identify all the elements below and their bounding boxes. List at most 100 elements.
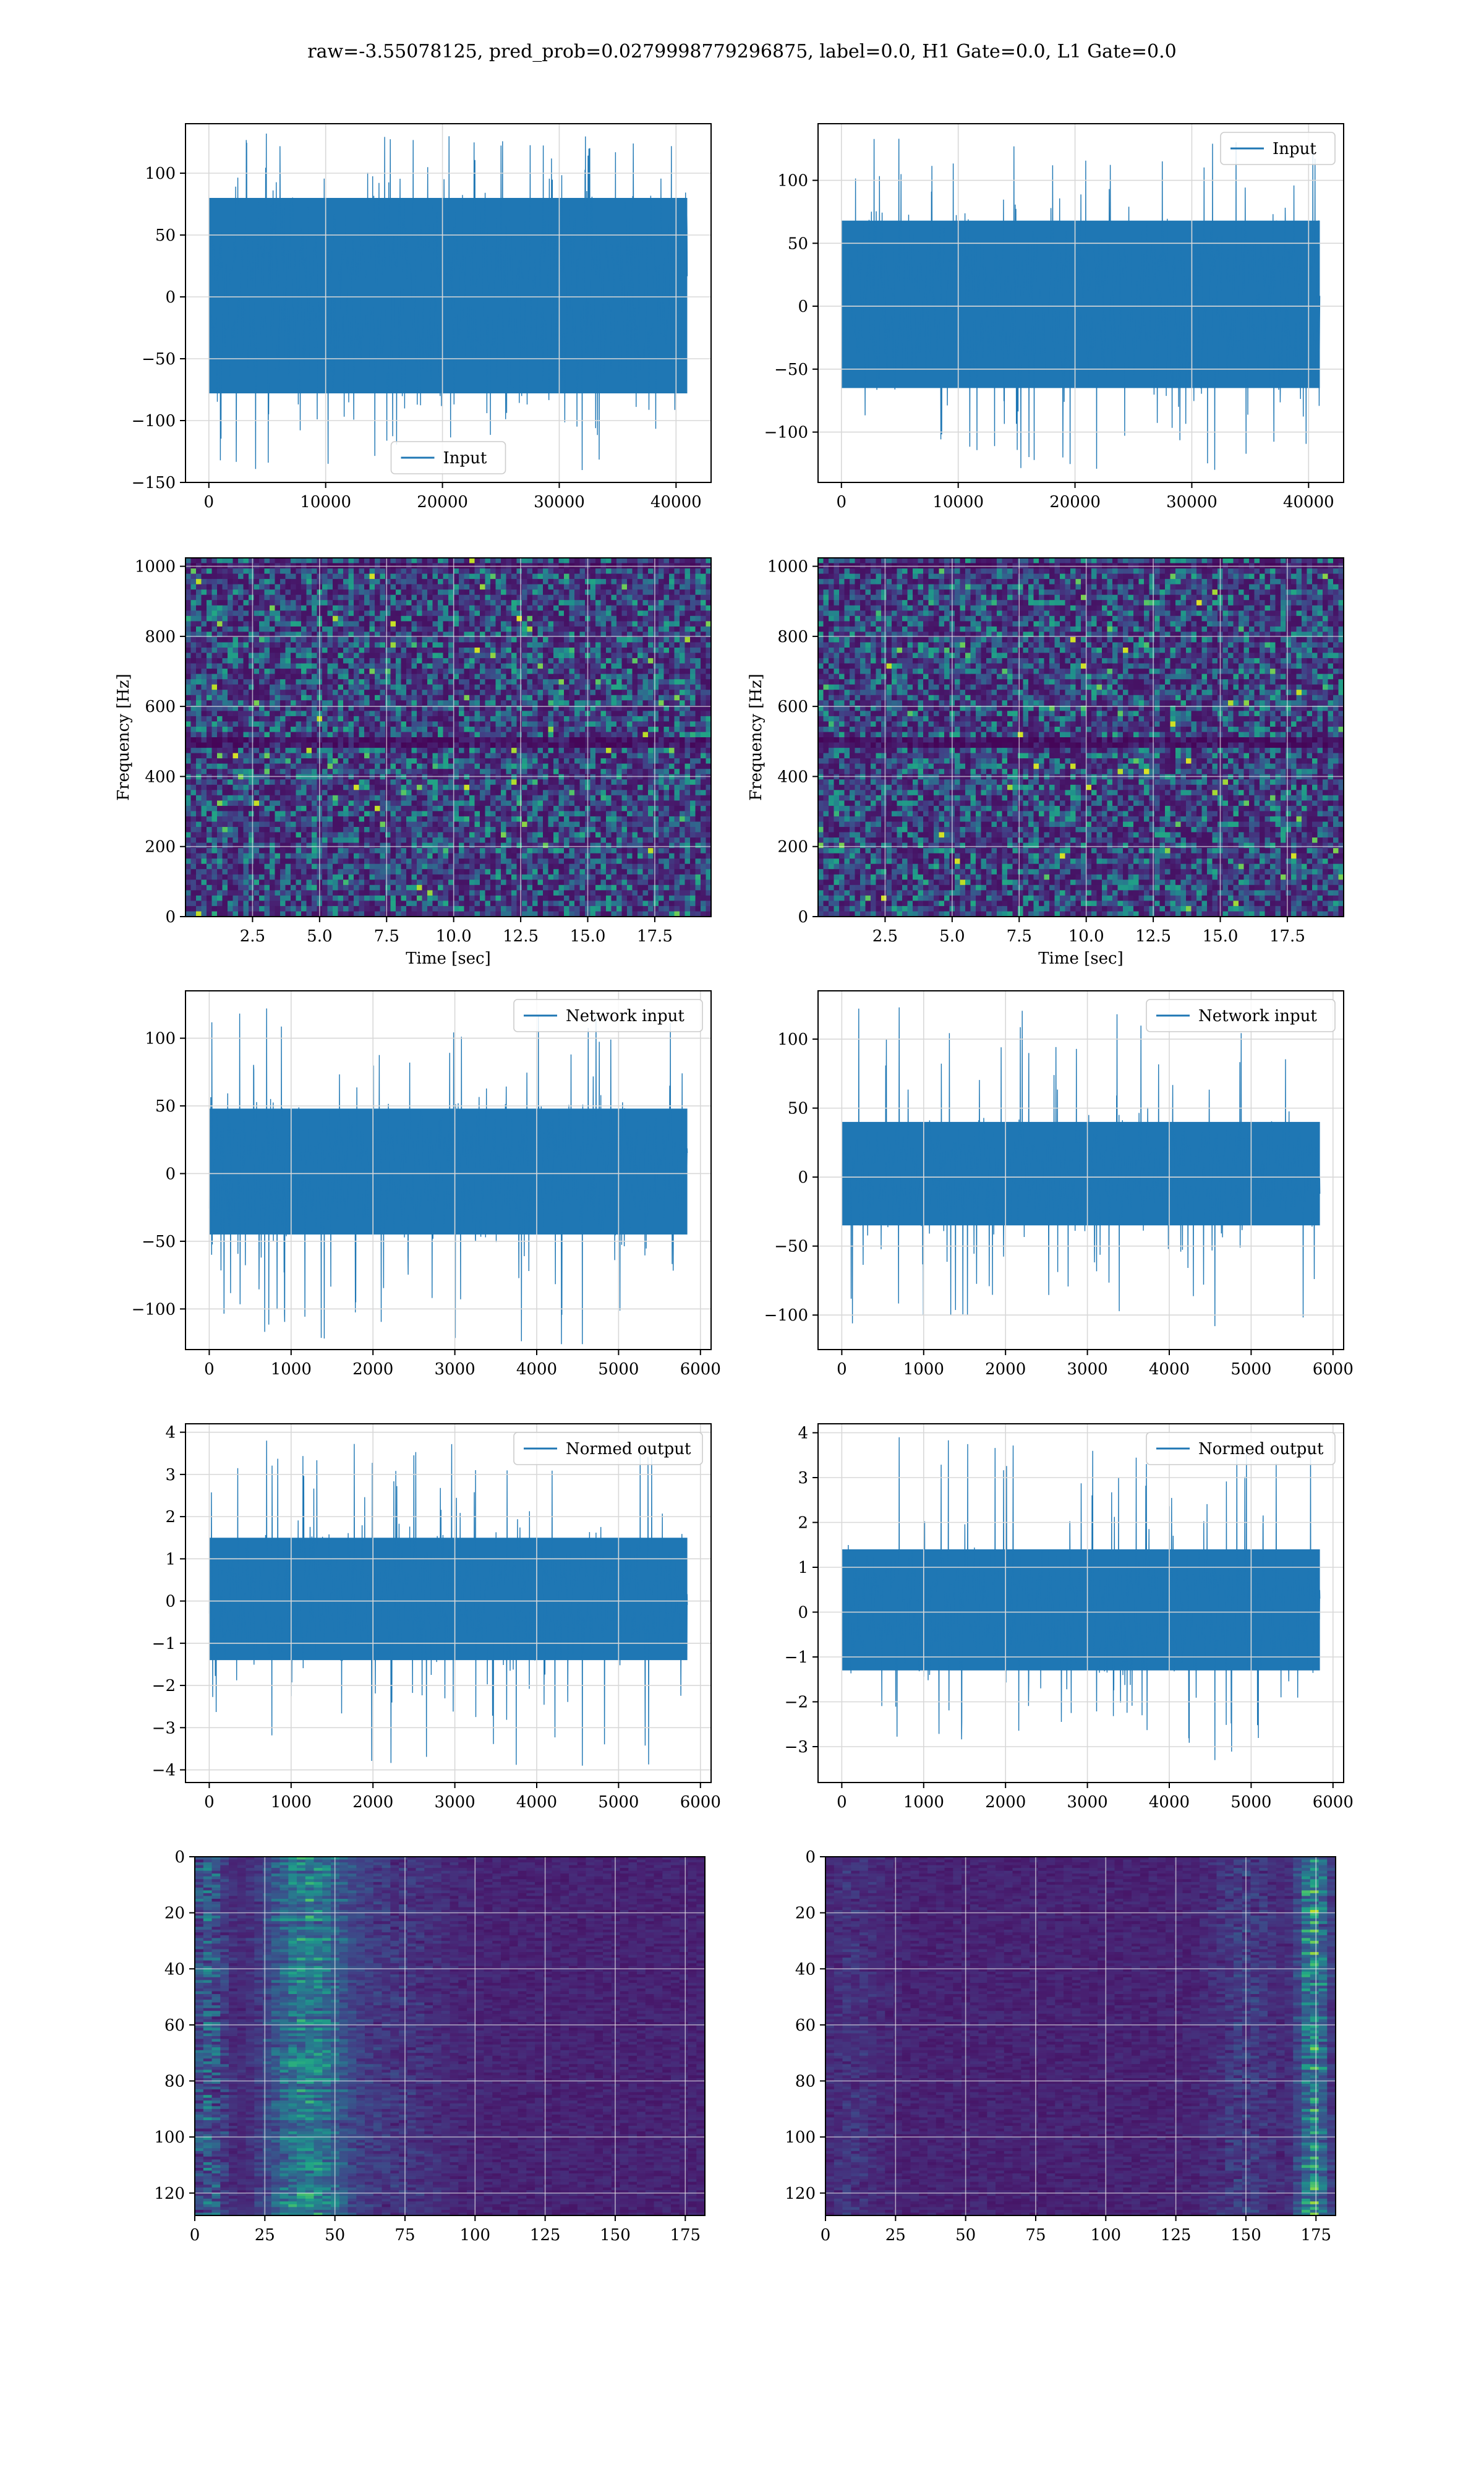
y-tick-label: −100 [132,412,176,430]
x-tick-label: 100 [459,2226,490,2245]
x-tick-label: 125 [530,2226,561,2245]
x-tick-label: 6000 [1313,1793,1354,1812]
x-tick-label: 100 [1090,2226,1121,2245]
plot-area [841,139,1321,470]
legend: Input [1220,132,1336,165]
x-tick-label: 125 [1161,2226,1192,2245]
x-tick-label: 10.0 [1068,927,1104,946]
axes-frame [185,990,712,1350]
y-tick-label: 80 [164,2073,185,2091]
y-tick-label: 50 [155,226,176,245]
y-tick-label: 200 [145,838,176,857]
y-tick-label: 3 [165,1466,176,1484]
axes-frame [185,1423,712,1783]
y-tick-label: 100 [154,2128,185,2147]
grid [194,1856,705,2215]
y-tick-label: −2 [152,1677,176,1695]
y-tick-label: 4 [798,1424,808,1443]
y-tick-label: 0 [805,1848,816,1867]
x-tick-label: 20000 [1049,493,1101,511]
plot-area [208,1440,688,1766]
y-tick-label: 40 [164,1960,185,1979]
x-tick-label: 6000 [680,1360,721,1379]
legend-box [513,1432,703,1465]
x-tick-label: 20000 [417,493,468,511]
x-tick-label: 6000 [1313,1360,1354,1379]
legend-box [1220,132,1336,165]
subplot-p41: 0 25 50 75 100 125 150 175 0 20 40 60 80 100 120 [785,1848,1336,2245]
x-axis-label: Time [sec] [406,949,491,968]
axes-frame [185,557,712,917]
x-tick-label: 3000 [1067,1360,1108,1379]
y-tick-label: 0 [165,288,176,307]
x-tick-label: 0 [837,493,847,511]
x-tick-label: 4000 [516,1793,557,1812]
y-tick-label: −100 [764,1306,808,1325]
y-tick-label: 1000 [135,558,176,576]
x-tick-label: 0 [837,1360,847,1379]
y-tick-label: 80 [795,2073,816,2091]
x-tick-label: 40000 [1283,493,1334,511]
legend-label: Network input [566,1007,684,1025]
x-tick-label: 12.5 [503,927,539,946]
x-tick-label: 15.0 [1203,927,1239,946]
grid [818,124,1344,482]
legend-label: Normed output [1198,1440,1324,1458]
x-tick-label: 7.5 [1007,927,1032,946]
y-tick-label: 0 [165,908,176,927]
x-tick-label: 75 [394,2226,415,2245]
y-tick-label: −3 [785,1738,808,1757]
y-tick-label: −50 [774,361,808,379]
y-tick-label: 0 [165,1165,176,1183]
subplot-p30: 0 1000 2000 3000 4000 5000 6000 −4 −3 −2 −1 0 1 2 3 4 No… [152,1423,721,1812]
subplot-p10: 2.5 5.0 7.5 10.0 12.5 15.0 17.5 0 200 400 600 800 10… [114,557,712,968]
x-tick-label: 2.5 [872,927,898,946]
x-tick-label: 5.0 [939,927,965,946]
legend-box [513,999,703,1032]
y-tick-label: 0 [798,908,808,927]
axes-frame [817,990,1344,1350]
x-tick-label: 15.0 [570,927,606,946]
x-tick-label: 1000 [271,1793,312,1812]
x-tick-label: 1000 [271,1360,312,1379]
axes-frame [817,123,1344,483]
y-tick-label: 20 [164,1904,185,1923]
x-tick-label: 10000 [932,493,984,511]
y-tick-label: −150 [132,474,176,492]
x-tick-label: 5000 [598,1360,639,1379]
legend-box [1146,999,1336,1032]
axes-frame [825,1856,1336,2216]
y-tick-label: 3 [798,1469,808,1487]
signal-line [841,1437,1321,1760]
y-tick-label: −50 [774,1238,808,1256]
x-tick-label: 17.5 [1269,927,1305,946]
legend: Network input [1146,999,1336,1032]
y-tick-label: 1 [798,1559,808,1577]
y-tick-label: 600 [145,698,176,716]
y-tick-label: 60 [164,2016,185,2035]
x-tick-label: 4000 [516,1360,557,1379]
x-tick-label: 75 [1025,2226,1046,2245]
x-axis-label: Time [sec] [1038,949,1124,968]
x-tick-label: 175 [670,2226,701,2245]
x-tick-label: 7.5 [374,927,399,946]
y-tick-label: −1 [152,1635,176,1653]
y-tick-label: 100 [777,1030,808,1049]
plot-area [208,133,688,471]
x-tick-label: 2000 [985,1360,1026,1379]
x-tick-label: 1000 [903,1360,944,1379]
y-tick-label: 600 [777,698,808,716]
y-tick-label: 2 [165,1508,176,1526]
x-tick-label: 3000 [435,1793,475,1812]
subplot-p21: 0 1000 2000 3000 4000 5000 6000 −100 −50 0 50 100 Ne… [764,990,1354,1379]
plot-area [195,1857,705,2215]
y-tick-label: 400 [777,768,808,786]
plot-area [825,1857,1336,2215]
y-tick-label: 4 [165,1424,176,1442]
subplot-p00: 0 10000 20000 30000 40000 −150 −100 −50 0 50 100 In… [132,123,712,511]
x-tick-label: 10000 [300,493,351,511]
subplot-p40: 0 25 50 75 100 125 150 175 0 20 40 60 80 100 120 [154,1848,706,2245]
plot-area [186,558,711,917]
y-tick-label: 60 [795,2016,816,2035]
x-tick-label: 30000 [534,493,585,511]
